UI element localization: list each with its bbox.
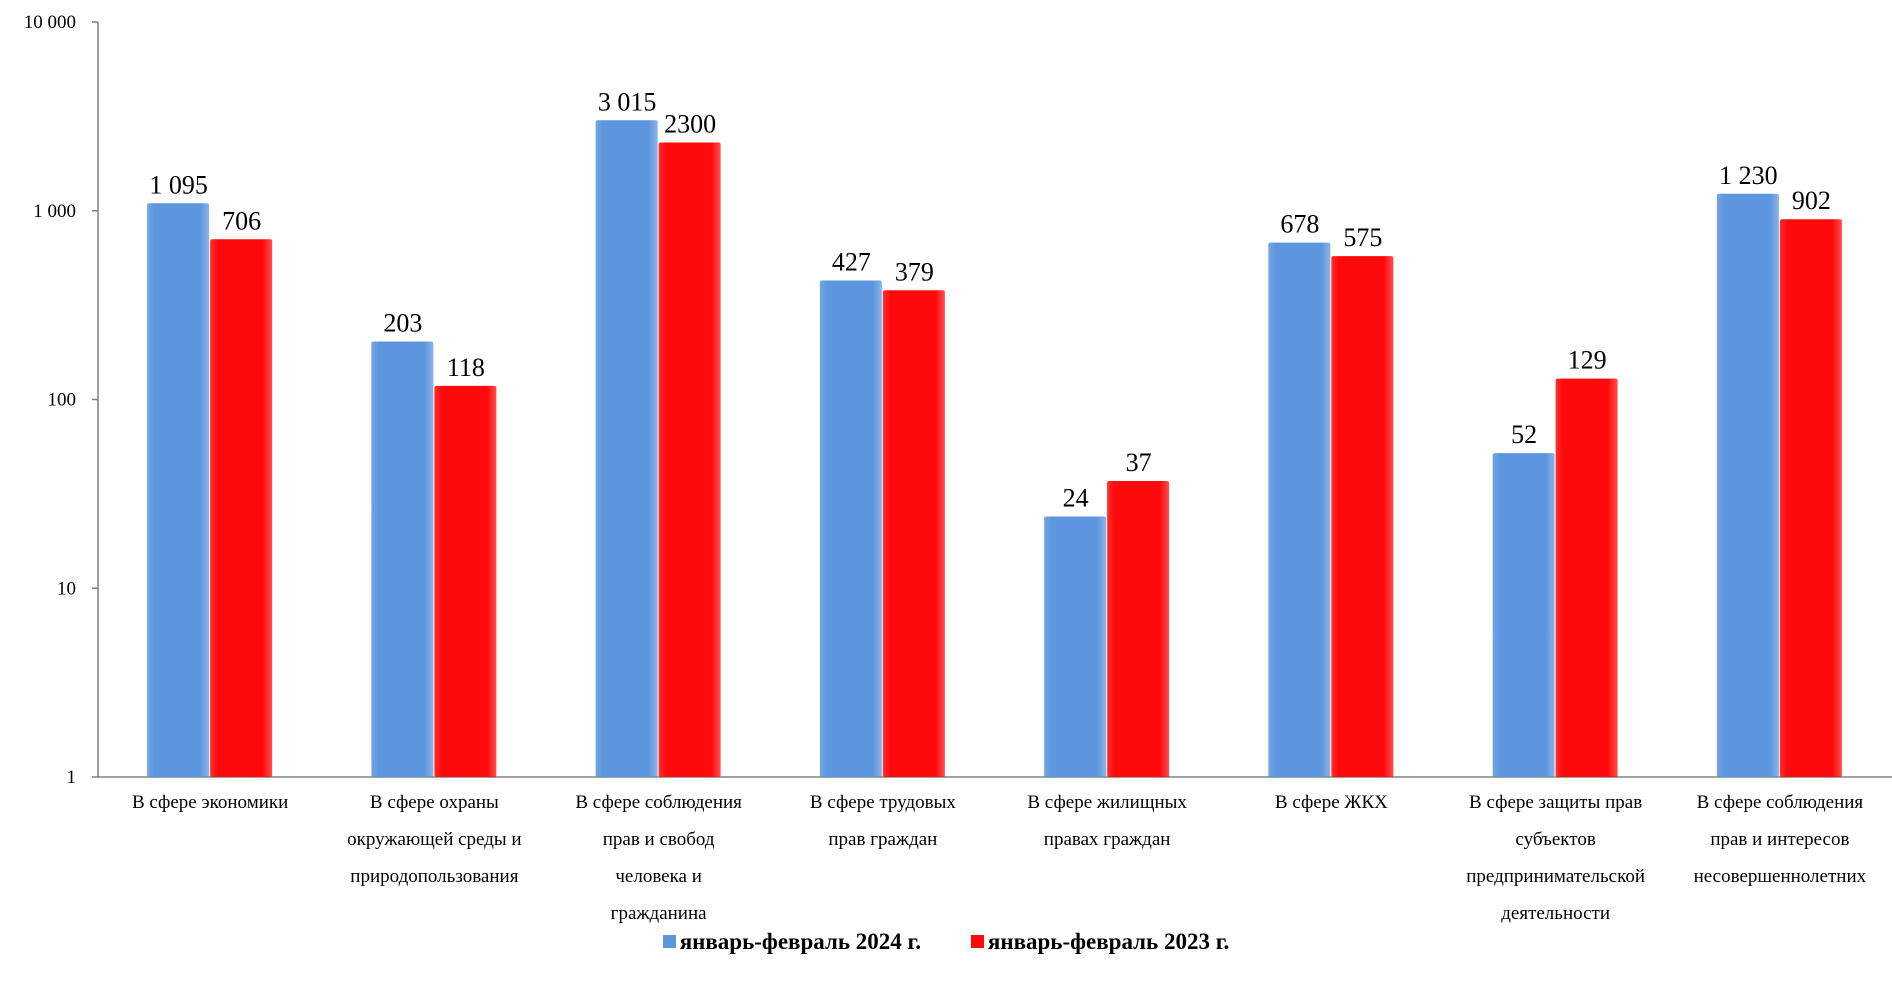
bar-2024 [371,341,434,777]
data-label-2024: 1 230 [1719,161,1778,190]
category-label: В сфере соблюдения прав и свобод человека … [575,792,742,924]
data-label-2023: 2300 [664,109,716,138]
category-label-line: В сфере охраны [370,792,499,813]
bar-2024 [595,120,658,777]
category-label: В сфере охраны окружающей среды и природоп… [347,792,521,887]
category-label-line: прав граждан [828,829,937,850]
data-label-2024: 678 [1280,210,1319,239]
y-tick-label: 10 000 [24,12,76,33]
bar-2023 [1555,378,1618,777]
category-label-line: человека и [615,866,702,887]
bar-2024 [1268,242,1331,777]
data-label-2023: 118 [447,353,485,382]
legend: январь-февраль 2024 г. январь-февраль 20… [0,928,1892,955]
legend-item-2023: январь-февраль 2023 г. [970,928,1230,955]
category-label-line: В сфере соблюдения [1697,792,1864,813]
category-label: В сфере экономики [132,792,288,813]
category-label-line: правах граждан [1044,829,1171,850]
bar-2023 [1331,256,1394,778]
y-tick-label: 1 000 [33,201,76,222]
data-label-2023: 379 [895,257,934,286]
bar-2024 [147,203,210,778]
bar-2023 [1107,481,1170,777]
bar-2023 [210,239,273,778]
legend-label-2023: январь-февраль 2023 г. [987,928,1230,954]
category-label-line: В сфере экономики [132,792,288,813]
bar-2024 [819,280,882,777]
category-label: В сфере ЖКХ [1275,792,1388,813]
bar-2023 [1779,219,1842,777]
category-label-line: прав и свобод [603,829,715,850]
category-label-line: гражданина [611,903,707,924]
data-label-2024: 1 095 [149,170,208,199]
category-label: В сфере жилищных правах граждан [1027,792,1187,850]
category-label-line: природопользования [350,866,518,887]
data-label-2024: 24 [1063,483,1089,512]
data-label-2023: 37 [1126,448,1152,477]
category-label-line: В сфере жилищных [1027,792,1187,813]
category-label-line: В сфере трудовых [810,792,957,813]
category-label: В сфере защиты прав субъектов предпринимат… [1466,792,1645,924]
category-label-line: В сфере соблюдения [575,792,742,813]
bar-2024 [1044,516,1107,777]
category-label-line: субъектов [1515,829,1595,850]
category-label-line: прав и интересов [1710,829,1849,850]
category-label: В сфере трудовых прав граждан [810,792,957,850]
category-label-line: окружающей среды и [347,829,521,850]
legend-swatch-2023 [970,935,984,948]
legend-item-2024: январь-февраль 2024 г. [662,928,922,955]
bar-2024 [1716,193,1779,778]
y-tick-label: 1 [67,767,77,788]
y-tick-label: 10 [57,578,76,599]
bar-2023 [882,290,945,777]
data-label-2024: 203 [383,308,422,337]
data-label-2024: 427 [832,248,871,277]
category-label: В сфере соблюдения прав и интересов несове… [1694,792,1867,887]
legend-swatch-2024 [662,935,676,948]
y-tick-label: 100 [48,390,77,411]
data-label-2024: 52 [1511,420,1537,449]
data-label-2023: 129 [1568,346,1607,375]
bar-2023 [658,142,721,777]
legend-label-2024: январь-февраль 2024 г. [679,928,922,954]
category-label-line: В сфере защиты прав [1469,792,1642,813]
category-label-line: деятельности [1501,903,1610,924]
category-label-line: несовершеннолетних [1694,866,1867,887]
bar-2023 [434,385,497,777]
data-label-2023: 706 [222,206,261,235]
data-label-2023: 575 [1343,223,1382,252]
data-label-2023: 902 [1792,186,1831,215]
category-label-line: В сфере ЖКХ [1275,792,1388,813]
data-label-2024: 3 015 [598,87,657,116]
bar-2024 [1492,453,1555,777]
category-label-line: предпринимательской [1466,866,1645,887]
